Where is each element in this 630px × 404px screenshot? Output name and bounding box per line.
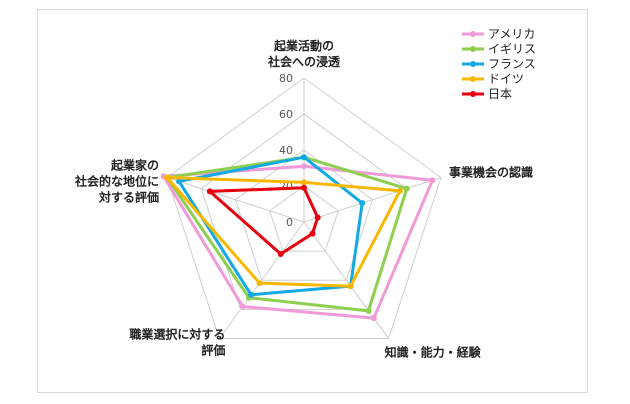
tick-label: 0 <box>286 216 293 229</box>
series-line <box>165 176 402 288</box>
series <box>176 154 366 298</box>
axis-label: 起業活動の社会への浸透 <box>267 38 341 69</box>
data-point <box>370 315 377 322</box>
data-point <box>206 188 213 195</box>
legend-item: フランス <box>462 57 536 71</box>
data-point <box>301 154 307 161</box>
data-point <box>277 251 284 258</box>
data-point <box>347 283 354 290</box>
data-point <box>314 214 321 221</box>
data-point <box>256 280 263 287</box>
data-point <box>248 291 255 298</box>
legend-label: ドイツ <box>488 72 524 86</box>
legend-label: フランス <box>488 57 536 71</box>
tick-label: 40 <box>279 144 293 157</box>
series-line <box>165 155 409 313</box>
tick-label: 80 <box>279 72 293 85</box>
legend-item: 日本 <box>462 87 512 101</box>
axis-spoke <box>303 177 442 223</box>
legend-marker <box>470 76 476 82</box>
axis-label: 知識・能力・経験 <box>384 344 482 359</box>
series <box>164 174 403 290</box>
data-point <box>309 230 316 237</box>
series <box>206 184 321 258</box>
data-point <box>301 179 307 186</box>
series-layer <box>160 154 436 322</box>
legend-marker <box>470 61 476 67</box>
legend-marker <box>470 31 476 37</box>
legend-label: 日本 <box>488 87 512 101</box>
legend-item: ドイツ <box>462 72 524 86</box>
data-point <box>301 184 307 191</box>
legend-item: アメリカ <box>462 27 535 41</box>
legend-marker <box>470 46 476 52</box>
data-point <box>359 200 366 207</box>
axis-spoke <box>218 221 305 339</box>
series-line <box>208 186 320 256</box>
tick-label: 60 <box>279 108 293 121</box>
axis-label: 起業家の社会的な地位に対する評価 <box>74 158 159 205</box>
data-point <box>239 303 246 310</box>
data-point <box>301 163 307 170</box>
axis-label: 事業機会の認識 <box>449 165 533 180</box>
axis-label: 職業選択に対する評価 <box>129 326 225 357</box>
axis-spoke <box>166 177 305 223</box>
data-point <box>396 187 403 194</box>
data-point <box>365 307 372 314</box>
data-point <box>429 177 436 184</box>
chart-frame <box>37 9 588 393</box>
data-point <box>176 178 183 185</box>
legend-marker <box>470 91 476 97</box>
grid-ring <box>269 185 339 252</box>
data-point <box>164 174 171 181</box>
data-point <box>403 185 410 192</box>
legend-label: アメリカ <box>488 27 535 41</box>
legend-item: イギリス <box>462 42 536 56</box>
grid-ring <box>166 77 442 339</box>
legend-label: イギリス <box>488 42 536 56</box>
